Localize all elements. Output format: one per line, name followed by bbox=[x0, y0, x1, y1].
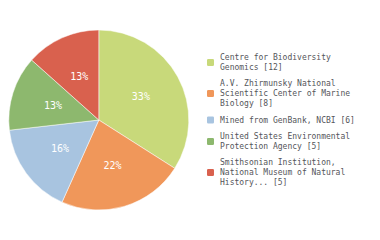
svg-text:Centre for Biodiversity: Centre for Biodiversity bbox=[220, 53, 331, 62]
svg-text:Smithsonian Institution,: Smithsonian Institution, bbox=[220, 158, 336, 167]
svg-text:33%: 33% bbox=[132, 91, 150, 102]
svg-text:13%: 13% bbox=[70, 71, 88, 82]
svg-text:Scientific Center of Marine: Scientific Center of Marine bbox=[220, 89, 350, 98]
svg-text:National Museum of Natural: National Museum of Natural bbox=[220, 168, 345, 177]
svg-text:Protection Agency [5]: Protection Agency [5] bbox=[220, 142, 321, 151]
svg-text:United States Environmental: United States Environmental bbox=[220, 132, 350, 141]
svg-text:A.V. Zhirmunsky National: A.V. Zhirmunsky National bbox=[220, 79, 336, 88]
svg-text:Biology [8]: Biology [8] bbox=[220, 99, 273, 108]
svg-text:Mined from GenBank, NCBI [6]: Mined from GenBank, NCBI [6] bbox=[220, 116, 355, 125]
svg-text:Genomics [12]: Genomics [12] bbox=[220, 63, 283, 72]
svg-text:16%: 16% bbox=[51, 143, 69, 154]
svg-text:History... [5]: History... [5] bbox=[220, 178, 287, 187]
svg-text:22%: 22% bbox=[104, 160, 122, 171]
svg-text:13%: 13% bbox=[44, 100, 62, 111]
